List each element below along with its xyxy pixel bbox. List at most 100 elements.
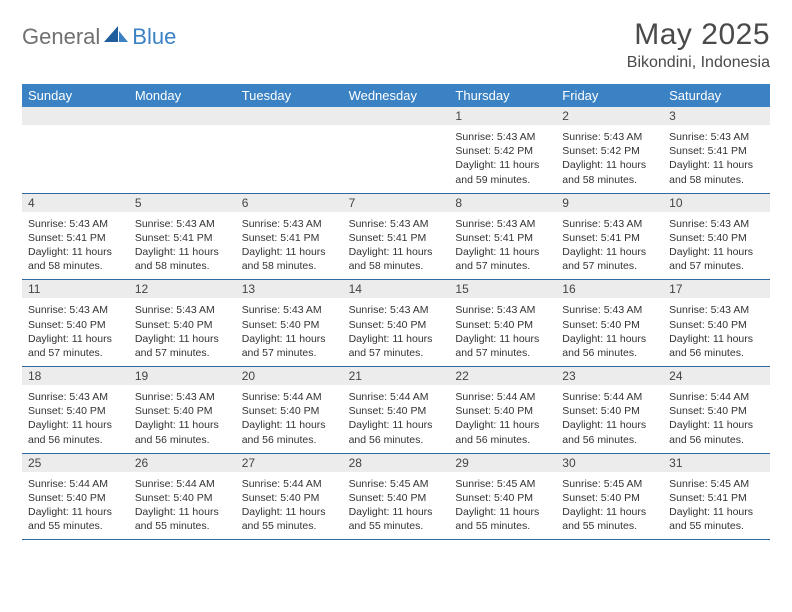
day-number: 26 xyxy=(129,454,236,472)
day-detail: Sunrise: 5:43 AM Sunset: 5:40 PM Dayligh… xyxy=(663,298,770,366)
day-number-row: 4 5 6 7 8 9 10 xyxy=(22,194,770,212)
day-number-row: 11 12 13 14 15 16 17 xyxy=(22,280,770,298)
day-number: 18 xyxy=(22,367,129,385)
day-detail: Sunrise: 5:45 AM Sunset: 5:40 PM Dayligh… xyxy=(449,472,556,540)
day-number: 13 xyxy=(236,280,343,298)
day-detail: Sunrise: 5:43 AM Sunset: 5:40 PM Dayligh… xyxy=(556,298,663,366)
day-number: 29 xyxy=(449,454,556,472)
logo-text-blue: Blue xyxy=(132,24,176,50)
day-number: 16 xyxy=(556,280,663,298)
day-detail xyxy=(22,125,129,193)
day-number xyxy=(22,107,129,125)
day-detail: Sunrise: 5:43 AM Sunset: 5:42 PM Dayligh… xyxy=(449,125,556,193)
day-number xyxy=(236,107,343,125)
day-number: 10 xyxy=(663,194,770,212)
weekday-header-row: Sunday Monday Tuesday Wednesday Thursday… xyxy=(22,84,770,107)
day-detail: Sunrise: 5:43 AM Sunset: 5:41 PM Dayligh… xyxy=(663,125,770,193)
day-number-row: 18 19 20 21 22 23 24 xyxy=(22,367,770,385)
day-number: 20 xyxy=(236,367,343,385)
location-label: Bikondini, Indonesia xyxy=(627,54,770,72)
day-detail: Sunrise: 5:43 AM Sunset: 5:40 PM Dayligh… xyxy=(343,298,450,366)
day-number: 31 xyxy=(663,454,770,472)
day-number: 25 xyxy=(22,454,129,472)
calendar: Sunday Monday Tuesday Wednesday Thursday… xyxy=(22,84,770,540)
day-number: 30 xyxy=(556,454,663,472)
day-detail xyxy=(343,125,450,193)
day-detail: Sunrise: 5:43 AM Sunset: 5:41 PM Dayligh… xyxy=(129,212,236,280)
day-number: 2 xyxy=(556,107,663,125)
day-number xyxy=(343,107,450,125)
day-detail-row: Sunrise: 5:44 AM Sunset: 5:40 PM Dayligh… xyxy=(22,472,770,540)
day-detail: Sunrise: 5:43 AM Sunset: 5:40 PM Dayligh… xyxy=(236,298,343,366)
logo: General Blue xyxy=(22,18,176,50)
day-detail: Sunrise: 5:44 AM Sunset: 5:40 PM Dayligh… xyxy=(556,385,663,453)
day-number: 8 xyxy=(449,194,556,212)
day-detail: Sunrise: 5:44 AM Sunset: 5:40 PM Dayligh… xyxy=(236,472,343,540)
day-detail: Sunrise: 5:44 AM Sunset: 5:40 PM Dayligh… xyxy=(22,472,129,540)
day-detail-row: Sunrise: 5:43 AM Sunset: 5:41 PM Dayligh… xyxy=(22,212,770,280)
weekday-header: Monday xyxy=(129,84,236,107)
calendar-page: General Blue May 2025 Bikondini, Indones… xyxy=(0,0,792,612)
weekday-header: Thursday xyxy=(449,84,556,107)
week-row: 1 2 3 Sunrise: 5:43 AM Sunset: 5:42 PM D… xyxy=(22,107,770,194)
weekday-header: Saturday xyxy=(663,84,770,107)
day-detail: Sunrise: 5:43 AM Sunset: 5:41 PM Dayligh… xyxy=(22,212,129,280)
day-detail: Sunrise: 5:43 AM Sunset: 5:40 PM Dayligh… xyxy=(129,385,236,453)
day-number: 23 xyxy=(556,367,663,385)
day-number: 9 xyxy=(556,194,663,212)
day-number: 27 xyxy=(236,454,343,472)
week-row: 11 12 13 14 15 16 17 Sunrise: 5:43 AM Su… xyxy=(22,280,770,367)
weekday-header: Tuesday xyxy=(236,84,343,107)
day-number-row: 1 2 3 xyxy=(22,107,770,125)
week-row: 18 19 20 21 22 23 24 Sunrise: 5:43 AM Su… xyxy=(22,367,770,454)
day-detail: Sunrise: 5:43 AM Sunset: 5:40 PM Dayligh… xyxy=(449,298,556,366)
logo-text-general: General xyxy=(22,24,100,50)
day-detail: Sunrise: 5:44 AM Sunset: 5:40 PM Dayligh… xyxy=(129,472,236,540)
day-number: 5 xyxy=(129,194,236,212)
day-number: 15 xyxy=(449,280,556,298)
day-detail: Sunrise: 5:44 AM Sunset: 5:40 PM Dayligh… xyxy=(236,385,343,453)
day-detail: Sunrise: 5:43 AM Sunset: 5:41 PM Dayligh… xyxy=(449,212,556,280)
day-number: 12 xyxy=(129,280,236,298)
title-block: May 2025 Bikondini, Indonesia xyxy=(627,18,770,72)
day-detail xyxy=(129,125,236,193)
day-number: 22 xyxy=(449,367,556,385)
day-detail: Sunrise: 5:43 AM Sunset: 5:41 PM Dayligh… xyxy=(236,212,343,280)
day-detail: Sunrise: 5:43 AM Sunset: 5:41 PM Dayligh… xyxy=(343,212,450,280)
day-number: 14 xyxy=(343,280,450,298)
week-row: 25 26 27 28 29 30 31 Sunrise: 5:44 AM Su… xyxy=(22,454,770,541)
day-detail-row: Sunrise: 5:43 AM Sunset: 5:40 PM Dayligh… xyxy=(22,298,770,366)
day-number: 6 xyxy=(236,194,343,212)
day-detail: Sunrise: 5:43 AM Sunset: 5:42 PM Dayligh… xyxy=(556,125,663,193)
day-number-row: 25 26 27 28 29 30 31 xyxy=(22,454,770,472)
day-detail: Sunrise: 5:43 AM Sunset: 5:40 PM Dayligh… xyxy=(22,298,129,366)
day-detail: Sunrise: 5:43 AM Sunset: 5:41 PM Dayligh… xyxy=(556,212,663,280)
day-detail: Sunrise: 5:45 AM Sunset: 5:41 PM Dayligh… xyxy=(663,472,770,540)
day-number: 28 xyxy=(343,454,450,472)
day-number: 21 xyxy=(343,367,450,385)
day-detail: Sunrise: 5:43 AM Sunset: 5:40 PM Dayligh… xyxy=(22,385,129,453)
month-title: May 2025 xyxy=(627,18,770,52)
day-number: 19 xyxy=(129,367,236,385)
page-header: General Blue May 2025 Bikondini, Indones… xyxy=(22,18,770,72)
weekday-header: Wednesday xyxy=(343,84,450,107)
day-number: 11 xyxy=(22,280,129,298)
day-detail: Sunrise: 5:45 AM Sunset: 5:40 PM Dayligh… xyxy=(343,472,450,540)
day-detail: Sunrise: 5:43 AM Sunset: 5:40 PM Dayligh… xyxy=(129,298,236,366)
day-detail: Sunrise: 5:44 AM Sunset: 5:40 PM Dayligh… xyxy=(343,385,450,453)
day-detail: Sunrise: 5:43 AM Sunset: 5:40 PM Dayligh… xyxy=(663,212,770,280)
weekday-header: Friday xyxy=(556,84,663,107)
day-number: 24 xyxy=(663,367,770,385)
day-detail: Sunrise: 5:44 AM Sunset: 5:40 PM Dayligh… xyxy=(449,385,556,453)
day-number xyxy=(129,107,236,125)
day-number: 1 xyxy=(449,107,556,125)
day-detail: Sunrise: 5:44 AM Sunset: 5:40 PM Dayligh… xyxy=(663,385,770,453)
day-detail: Sunrise: 5:45 AM Sunset: 5:40 PM Dayligh… xyxy=(556,472,663,540)
day-number: 17 xyxy=(663,280,770,298)
day-detail xyxy=(236,125,343,193)
day-number: 3 xyxy=(663,107,770,125)
day-number: 7 xyxy=(343,194,450,212)
day-detail-row: Sunrise: 5:43 AM Sunset: 5:42 PM Dayligh… xyxy=(22,125,770,193)
week-row: 4 5 6 7 8 9 10 Sunrise: 5:43 AM Sunset: … xyxy=(22,194,770,281)
logo-sail-icon xyxy=(104,26,130,44)
